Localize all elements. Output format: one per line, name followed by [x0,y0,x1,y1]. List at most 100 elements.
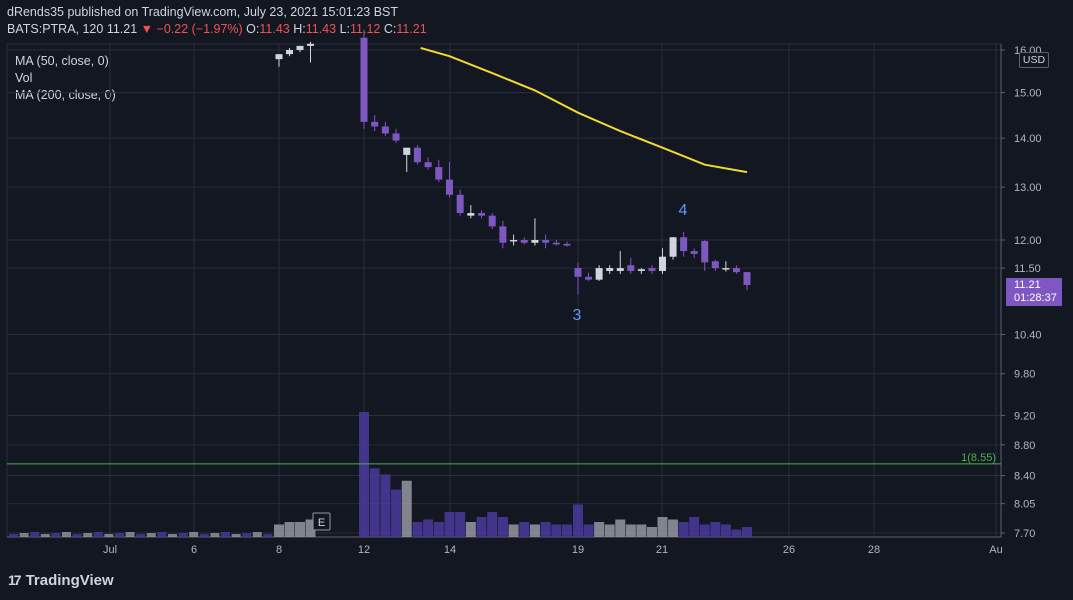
y-tick-label: 12.00 [1014,235,1042,247]
indicator-ma200[interactable]: MA (200, close, 0) [15,88,116,102]
volume-bar [710,522,721,537]
currency-badge[interactable]: USD [1019,52,1049,68]
y-tick-label: 7.70 [1014,528,1035,540]
candle-body [510,239,518,242]
volume-bar [455,512,466,537]
ma200-line [420,46,748,174]
candle-body [488,215,496,227]
volume-bar [274,524,284,537]
symbol-line: BATS:PTRA, 120 11.21 ▼ −0.22 (−1.97%) O:… [7,22,427,36]
close-label: C: [383,22,397,36]
candle-body [381,126,389,134]
volume-bar [668,519,679,537]
volume-bar [295,522,305,537]
volume-bar [433,522,444,537]
x-tick-label: 6 [191,544,197,556]
candle-body [307,43,314,46]
volume-bar [391,489,402,537]
volume-bar [83,533,93,537]
indicator-legend: MA (50, close, 0) Vol MA (200, close, 0) [15,53,116,104]
candle-body [574,268,582,277]
volume-bar [573,504,583,537]
high-label: H: [293,22,306,36]
volume-bar [551,524,562,537]
candle-body [542,239,550,243]
volume-bar [742,527,752,537]
candle-body [606,268,614,271]
wave-3-label: 3 [573,307,582,324]
x-tick-label: 28 [868,544,880,556]
countdown: 01:28:37 [1014,292,1057,304]
last-price-tag: 11.21 01:28:37 [1006,278,1062,306]
candle-body [722,268,730,270]
volume-bar [263,534,273,537]
indicator-ma50[interactable]: MA (50, close, 0) [15,54,109,68]
y-tick-label: 8.05 [1014,499,1035,511]
volume-bar [93,532,103,537]
candle-body [424,162,432,168]
open-value: 11.43 [259,22,290,36]
x-tick-label: 8 [276,544,282,556]
earnings-label: E [318,517,325,529]
brand-name: TradingView [25,572,114,589]
volume-bar [412,522,423,537]
wave-4-label: 4 [679,202,688,219]
volume-bar [189,532,199,537]
candle-body [478,213,486,216]
candle-body [392,133,400,141]
volume-bar [221,532,230,537]
candle-body [403,147,411,155]
volume-bar [125,532,135,537]
volume-bar [636,524,647,537]
close-value: 11.21 [396,22,427,36]
candle-body [286,50,293,55]
volume-bar [731,529,742,537]
low-value: 11.12 [350,22,381,36]
indicator-volume[interactable]: Vol [15,71,33,85]
volume-bar [231,534,241,537]
volume-bar [476,517,487,537]
y-tick-label: 9.20 [1014,410,1035,422]
y-tick-label: 11.50 [1014,263,1041,275]
level-label: 1(8.55) [961,452,996,464]
volume-bar [305,519,316,537]
publisher-line: dRends35 published on TradingView.com, J… [7,5,399,19]
volume-bar [72,534,82,537]
volume-bar [583,524,594,537]
candle-body [732,268,740,273]
candle-body [563,243,571,246]
tradingview-logo[interactable]: 17 TradingView [8,572,114,589]
candle-body [616,268,624,271]
candle-body [680,237,688,252]
high-value: 11.43 [305,22,337,36]
volume-bar [252,532,262,537]
x-tick-label: Jul [103,544,117,556]
candle-body [648,268,656,271]
volume-bar [401,480,412,537]
y-tick-label: 14.00 [1014,133,1042,145]
plot-frame [6,43,1002,538]
earnings-marker[interactable] [312,512,331,531]
volume-bar [9,534,18,537]
volume-bar [157,532,167,537]
volume-bar [51,533,61,537]
candle-body [520,239,528,243]
symbol: BATS:PTRA, 120 [7,22,104,36]
volume-bar [210,533,220,537]
x-tick-label: 26 [783,544,795,556]
y-tick-label: 10.40 [1014,329,1042,341]
volume-bar [562,524,572,537]
volume-bar [40,534,50,537]
y-tick-label: 8.40 [1014,471,1035,483]
last-price-tag-value: 11.21 [1014,279,1041,291]
low-label: L: [339,22,350,36]
candle-body [275,54,283,60]
y-tick-label: 15.00 [1014,88,1042,100]
volume-bar [529,524,540,537]
volume-bar [242,533,252,537]
candle-body [711,261,719,269]
volume-bar [19,533,29,537]
volume-bar [423,519,434,537]
volume-bar [168,534,177,537]
